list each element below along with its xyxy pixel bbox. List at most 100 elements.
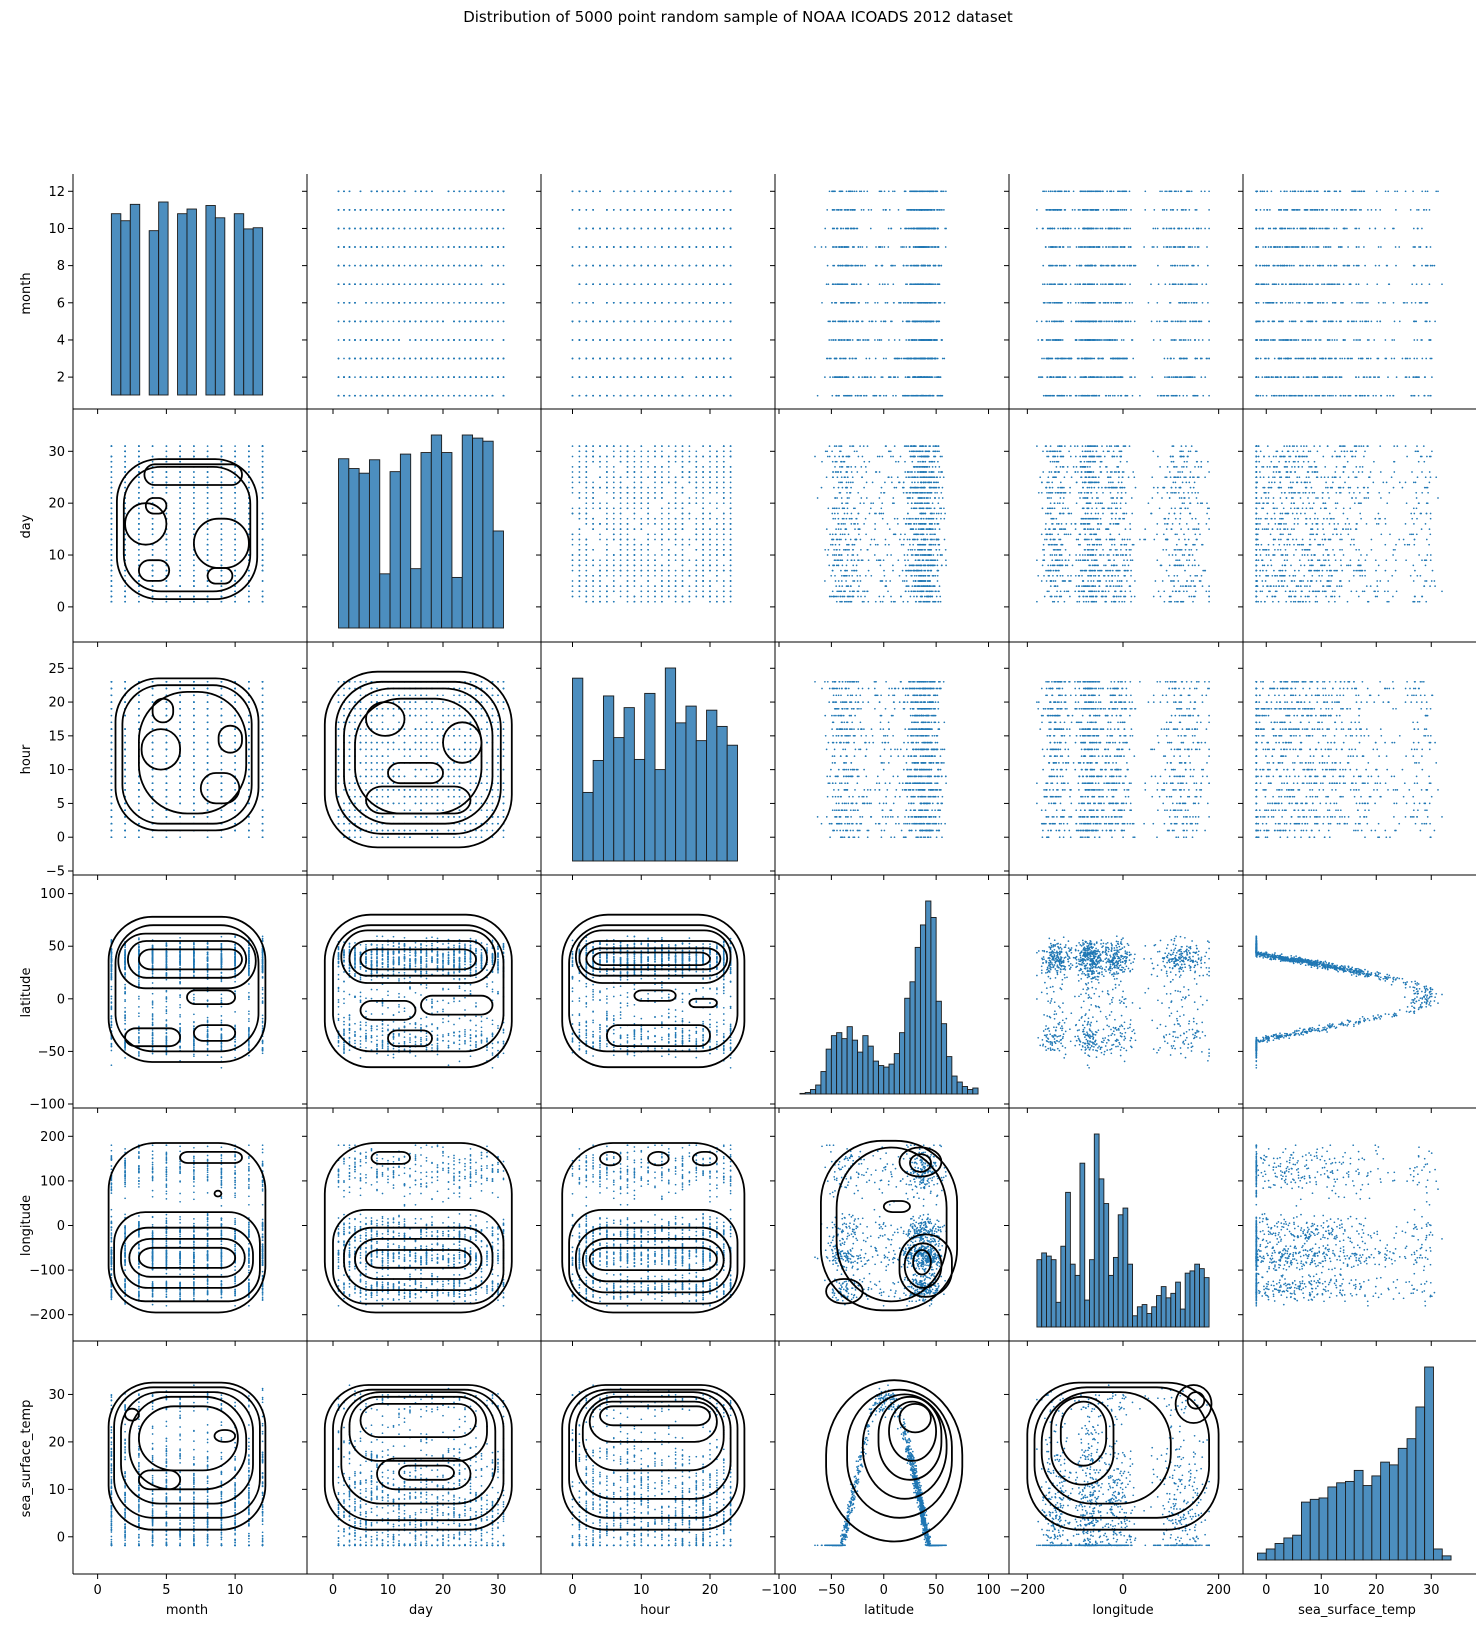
scatter-point	[924, 339, 927, 341]
scatter-point	[709, 301, 711, 304]
scatter-point	[850, 394, 853, 397]
scatter-point	[674, 227, 677, 230]
scatter-point	[365, 301, 367, 304]
scatter-point	[381, 209, 384, 211]
scatter-point	[888, 376, 890, 378]
scatter-point	[915, 209, 918, 211]
scatter-point	[905, 339, 908, 341]
scatter-point	[890, 264, 892, 267]
scatter-point	[932, 264, 935, 267]
scatter-point	[640, 339, 643, 341]
hist-bar-month	[233, 213, 245, 396]
scatter-point	[681, 320, 684, 323]
scatter-point	[585, 246, 588, 248]
scatter-point	[681, 246, 684, 248]
scatter-point	[716, 320, 718, 323]
scatter-point	[464, 190, 466, 193]
scatter-point	[853, 301, 856, 304]
scatter-point	[905, 264, 908, 267]
scatter-point	[1181, 283, 1184, 286]
scatter-point	[1082, 320, 1084, 323]
scatter-point	[414, 246, 417, 248]
scatter-point	[619, 301, 622, 304]
scatter-point	[926, 264, 929, 267]
scatter-point	[865, 394, 868, 397]
scatter-point	[1074, 301, 1077, 304]
scatter-point	[354, 301, 356, 304]
scatter-point	[1059, 227, 1062, 230]
scatter-point	[920, 190, 922, 193]
scatter-points	[814, 190, 947, 397]
scatter-point	[578, 357, 581, 360]
scatter-point	[913, 264, 915, 267]
scatter-point	[937, 320, 940, 323]
scatter-point	[398, 190, 400, 193]
scatter-point	[447, 339, 450, 341]
scatter-point	[1125, 227, 1128, 230]
scatter-point	[851, 190, 854, 193]
scatter-point	[920, 394, 922, 397]
scatter-point	[820, 246, 823, 248]
scatter-point	[729, 190, 732, 193]
scatter-point	[1185, 209, 1187, 211]
scatter-point	[915, 320, 918, 323]
scatter-point	[893, 190, 896, 193]
scatter-point	[1054, 357, 1057, 360]
scatter-point	[695, 246, 698, 248]
scatter-point	[475, 209, 477, 211]
scatter-point	[453, 283, 455, 286]
scatter-point	[592, 209, 594, 211]
scatter-point	[387, 339, 389, 341]
scatter-point	[709, 227, 711, 230]
scatter-point	[814, 246, 816, 248]
scatter-point	[667, 246, 670, 248]
scatter-point	[887, 227, 890, 230]
scatter-point	[348, 376, 351, 378]
scatter-point	[633, 357, 636, 360]
scatter-point	[851, 357, 854, 360]
scatter-point	[654, 320, 656, 323]
scatter-point	[414, 394, 417, 397]
scatter-point	[844, 320, 846, 323]
scatter-point	[1047, 190, 1050, 193]
scatter-point	[661, 190, 663, 193]
scatter-point	[475, 320, 477, 323]
scatter-point	[845, 190, 848, 193]
scatter-point	[936, 376, 939, 378]
scatter-point	[392, 209, 395, 211]
scatter-point	[599, 320, 601, 323]
scatter-point	[905, 320, 908, 323]
scatter-point	[480, 209, 483, 211]
scatter-point	[914, 376, 917, 378]
scatter-point	[633, 264, 636, 267]
scatter-point	[458, 376, 461, 378]
scatter-point	[1114, 339, 1117, 341]
scatter-point	[409, 320, 411, 323]
scatter-point	[914, 190, 917, 193]
scatter-point	[1048, 283, 1051, 286]
scatter-point	[861, 376, 864, 378]
scatter-point	[1116, 339, 1118, 341]
scatter-point	[1168, 246, 1171, 248]
scatter-point	[337, 357, 340, 360]
scatter-point	[910, 190, 912, 193]
scatter-point	[337, 376, 340, 378]
scatter-point	[647, 209, 649, 211]
scatter-point	[902, 357, 905, 360]
scatter-point	[848, 394, 851, 397]
scatter-point	[348, 190, 351, 193]
scatter-point	[370, 190, 373, 193]
scatter-point	[370, 339, 373, 341]
scatter-point	[619, 339, 622, 341]
scatter-point	[365, 376, 367, 378]
scatter-point	[913, 376, 915, 378]
scatter-point	[866, 376, 868, 378]
scatter-point	[403, 227, 406, 230]
scatter-point	[425, 376, 428, 378]
scatter-point	[626, 320, 629, 323]
scatter-point	[633, 246, 636, 248]
scatter-point	[403, 376, 406, 378]
scatter-point	[681, 264, 684, 267]
scatter-point	[475, 264, 477, 267]
scatter-point	[585, 357, 588, 360]
